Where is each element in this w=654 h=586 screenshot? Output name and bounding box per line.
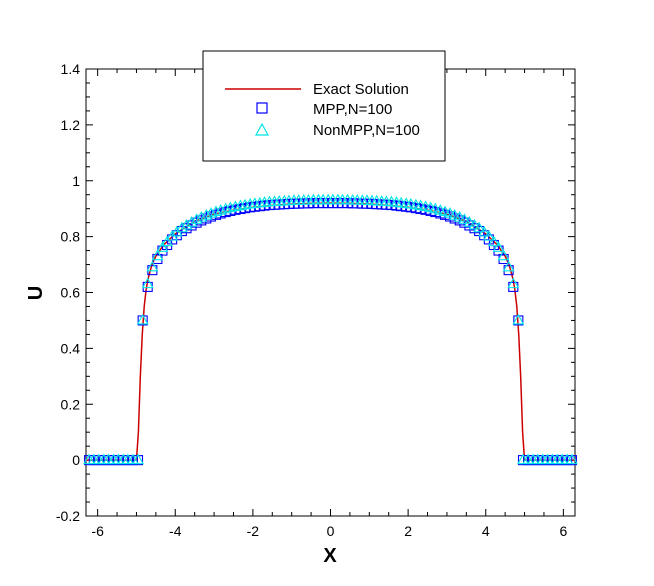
legend-marker-nonmpp: [254, 122, 270, 136]
data-point-nonmpp: [210, 205, 222, 217]
data-point-nonmpp: [463, 216, 476, 227]
data-point-nonmpp: [132, 453, 144, 465]
x-tick-label: 2: [404, 523, 412, 539]
data-point-nonmpp: [502, 260, 515, 272]
data-point-nonmpp: [219, 202, 232, 214]
data-point-nonmpp: [175, 221, 188, 233]
data-point-nonmpp: [482, 229, 495, 241]
y-tick-label: 1.4: [61, 61, 81, 77]
data-point-nonmpp: [512, 313, 525, 325]
legend-box: [202, 50, 446, 162]
data-point-nonmpp: [439, 205, 451, 217]
data-point-nonmpp: [180, 218, 193, 230]
data-point-nonmpp: [492, 241, 505, 252]
data-point-nonmpp: [507, 277, 520, 289]
data-point-nonmpp: [487, 235, 500, 247]
legend: Exact Solution MPP,N=100 NonMPP,N=100: [202, 50, 446, 162]
data-point-nonmpp: [200, 209, 213, 220]
x-tick-label: -4: [169, 523, 182, 539]
y-tick-label: 1.2: [61, 117, 81, 133]
data-point-nonmpp: [473, 221, 486, 233]
x-tick-label: 4: [482, 523, 490, 539]
x-tick-label: -2: [247, 523, 260, 539]
y-tick-label: 1: [72, 173, 80, 189]
data-point-nonmpp: [161, 235, 174, 247]
y-tick-label: 0.8: [61, 229, 81, 245]
data-point-nonmpp: [565, 453, 578, 465]
data-point-nonmpp: [419, 200, 432, 212]
legend-label-nonmpp: NonMPP,N=100: [313, 122, 420, 139]
data-point-nonmpp: [185, 216, 198, 227]
data-point-nonmpp: [156, 241, 169, 252]
data-point-nonmpp: [497, 249, 510, 261]
y-axis-title: U: [25, 286, 47, 300]
data-point-nonmpp: [234, 199, 247, 211]
x-tick-label: -6: [91, 523, 104, 539]
x-axis-title: X: [323, 545, 337, 567]
x-tick-label: 0: [327, 523, 335, 539]
data-point-nonmpp: [190, 213, 203, 224]
y-tick-label: 0.6: [61, 285, 81, 301]
data-point-nonmpp: [146, 260, 159, 272]
legend-label-exact-solution: Exact Solution: [313, 81, 409, 98]
data-point-nonmpp: [151, 249, 164, 261]
data-point-nonmpp: [468, 218, 481, 230]
data-point-nonmpp: [478, 225, 491, 237]
data-point-nonmpp: [136, 313, 149, 325]
data-point-nonmpp: [253, 196, 266, 208]
data-point-nonmpp: [205, 207, 217, 218]
x-tick-label: 6: [559, 523, 567, 539]
y-tick-label: 0.2: [61, 396, 81, 412]
y-tick-label: 0: [72, 452, 80, 468]
data-point-nonmpp: [458, 213, 471, 224]
series-line-exact-solution: [86, 202, 575, 461]
data-point-nonmpp: [453, 210, 466, 222]
data-point-nonmpp: [444, 207, 456, 218]
data-point-nonmpp: [195, 210, 208, 222]
y-tick-label: -0.2: [56, 508, 80, 524]
legend-marker-mpp: [256, 102, 268, 114]
data-point-nonmpp: [214, 204, 227, 215]
data-point-nonmpp: [244, 197, 257, 209]
series-layer: [83, 193, 578, 466]
data-point-nonmpp: [429, 202, 442, 214]
data-point-nonmpp: [141, 277, 154, 289]
y-tick-label: 0.4: [61, 340, 81, 356]
legend-label-mpp: MPP,N=100: [313, 101, 392, 118]
data-point-nonmpp: [448, 209, 461, 220]
